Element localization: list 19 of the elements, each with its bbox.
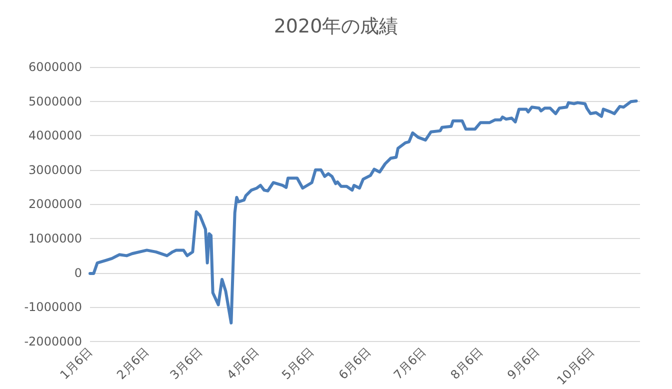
x-tick-label: 7月6日 bbox=[390, 344, 429, 382]
line-series bbox=[88, 99, 638, 324]
y-tick-label: 5000000 bbox=[28, 94, 82, 108]
y-tick-label: 0 bbox=[74, 266, 82, 280]
x-tick-label: 4月6日 bbox=[224, 344, 262, 382]
x-tick-label: 3月6日 bbox=[167, 344, 205, 382]
x-tick-label: 9月6日 bbox=[504, 344, 542, 382]
y-tick-label: 4000000 bbox=[28, 128, 82, 143]
y-tick-label: 2000000 bbox=[28, 197, 82, 212]
y-tick-label: 3000000 bbox=[28, 162, 82, 177]
y-tick-label: -1000000 bbox=[24, 300, 82, 314]
y-tick-label: 6000000 bbox=[28, 60, 82, 74]
x-tick-label: 10月6日 bbox=[554, 344, 598, 388]
x-tick-label: 5月6日 bbox=[279, 344, 317, 382]
y-tick-label: 1000000 bbox=[28, 232, 82, 246]
x-tick-label: 6月6日 bbox=[336, 344, 374, 382]
x-tick-label: 2月6日 bbox=[114, 344, 152, 382]
chart-title: 2020年の成績 bbox=[274, 16, 398, 38]
x-tick-label: 8月6日 bbox=[448, 344, 486, 382]
